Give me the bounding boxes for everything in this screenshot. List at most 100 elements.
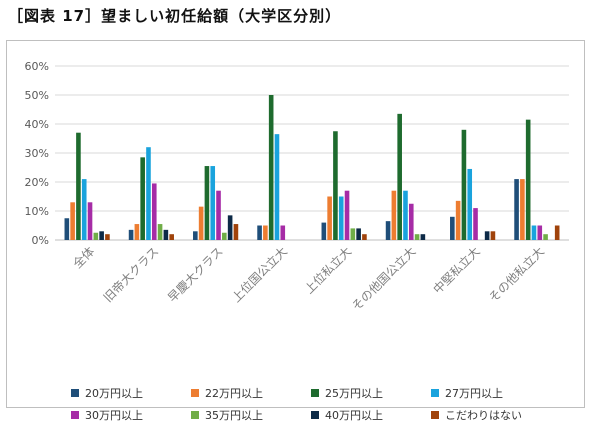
bar — [222, 232, 227, 240]
bar — [385, 221, 391, 240]
bar — [81, 179, 87, 240]
legend-item: 22万円以上 — [191, 385, 311, 401]
legend-label: 25万円以上 — [325, 387, 383, 400]
figure-title: ［図表 17］望ましい初任給額（大学区分別） — [8, 7, 342, 25]
bar — [461, 129, 467, 240]
bar — [514, 179, 519, 240]
bar — [140, 157, 145, 240]
x-tick-label: 旧帝大クラス — [100, 244, 161, 305]
bar — [333, 131, 338, 240]
bar — [263, 225, 268, 240]
bar — [344, 190, 350, 240]
x-tick-label: 全体 — [70, 244, 98, 272]
x-tick-label: 中堅私立大 — [430, 244, 483, 297]
legend-item: 35万円以上 — [191, 407, 311, 423]
bar — [321, 222, 327, 240]
bar — [484, 231, 490, 240]
legend-label: 22万円以上 — [205, 387, 263, 400]
x-tick-label: 上位私立大 — [301, 244, 354, 297]
legend-label: 20万円以上 — [85, 387, 143, 400]
bar — [455, 200, 461, 240]
bar — [134, 224, 140, 240]
legend-swatch — [431, 389, 439, 397]
legend-item: 40万円以上 — [311, 407, 431, 423]
bar — [520, 179, 525, 240]
legend-item: 30万円以上 — [71, 407, 191, 423]
bar — [204, 166, 210, 240]
bar — [146, 147, 151, 240]
y-tick-label: 50% — [25, 89, 49, 102]
legend-label: 27万円以上 — [445, 387, 503, 400]
bar — [531, 225, 537, 240]
bar — [198, 206, 204, 240]
bar-chart: 0% 10% 20% 30% 40% 50% 60% 全体 旧帝大クラス 早慶大クラス 上位国公立大… — [25, 60, 569, 314]
x-tick-label: 早慶大クラス — [165, 244, 226, 305]
legend-swatch — [71, 389, 79, 397]
bar — [257, 225, 262, 240]
legend-label: こだわりはない — [445, 409, 522, 422]
bar — [362, 234, 367, 240]
bar — [268, 95, 274, 240]
legend-swatch — [431, 411, 439, 419]
bar — [537, 225, 543, 240]
y-tick-label: 60% — [25, 60, 49, 73]
bar — [525, 119, 531, 240]
bar — [99, 231, 104, 240]
bar — [554, 225, 560, 240]
bar — [210, 166, 216, 240]
bar — [473, 208, 478, 240]
legend-label: 40万円以上 — [325, 409, 383, 422]
bar — [280, 225, 286, 240]
bar — [70, 202, 75, 240]
bar — [397, 113, 402, 240]
bar — [163, 229, 169, 240]
legend-label: 30万円以上 — [85, 409, 143, 422]
legend-swatch — [71, 411, 79, 419]
bar — [274, 134, 280, 240]
legend-item: 25万円以上 — [311, 385, 431, 401]
bar — [87, 202, 93, 240]
x-tick-label: その他国公立大 — [348, 244, 418, 314]
y-tick-label: 40% — [25, 118, 49, 131]
bar — [450, 216, 455, 240]
legend-swatch — [311, 389, 319, 397]
bar — [64, 218, 70, 240]
x-tick-label: 上位国公立大 — [228, 244, 290, 306]
x-tick-label: その他私立大 — [485, 244, 547, 306]
y-tick-label: 10% — [25, 205, 49, 218]
chart-frame: 0% 10% 20% 30% 40% 50% 60% 全体 旧帝大クラス 早慶大クラス 上位国公立大… — [6, 40, 585, 422]
bar — [169, 234, 174, 240]
bar — [350, 228, 356, 240]
bar — [151, 183, 157, 240]
bar — [128, 229, 134, 240]
bar — [490, 231, 496, 240]
bar — [403, 190, 408, 240]
y-tick-label: 30% — [25, 147, 49, 160]
bar — [227, 215, 233, 240]
legend-label: 35万円以上 — [205, 409, 263, 422]
legend-item: 27万円以上 — [431, 385, 551, 401]
y-tick-label: 0% — [32, 234, 49, 247]
bar — [408, 203, 414, 240]
bar — [414, 234, 420, 240]
bar — [467, 168, 473, 240]
bar — [193, 231, 198, 240]
bar — [543, 234, 548, 240]
bar — [157, 224, 163, 240]
bar — [356, 228, 361, 240]
legend-swatch — [191, 411, 199, 419]
bar — [338, 196, 344, 240]
bar — [216, 190, 221, 240]
bar — [93, 232, 99, 240]
bar — [76, 132, 81, 240]
legend-item: 20万円以上 — [71, 385, 191, 401]
bar — [327, 196, 332, 240]
legend-swatch — [191, 389, 199, 397]
y-tick-label: 20% — [25, 176, 49, 189]
legend-swatch — [311, 411, 319, 419]
bar — [233, 224, 239, 240]
bar — [105, 234, 110, 240]
bar — [420, 234, 426, 240]
chart-legend: 20万円以上 22万円以上 25万円以上 27万円以上 30万円以上 35万円以上 40万円… — [71, 385, 551, 423]
legend-item: こだわりはない — [431, 407, 551, 423]
